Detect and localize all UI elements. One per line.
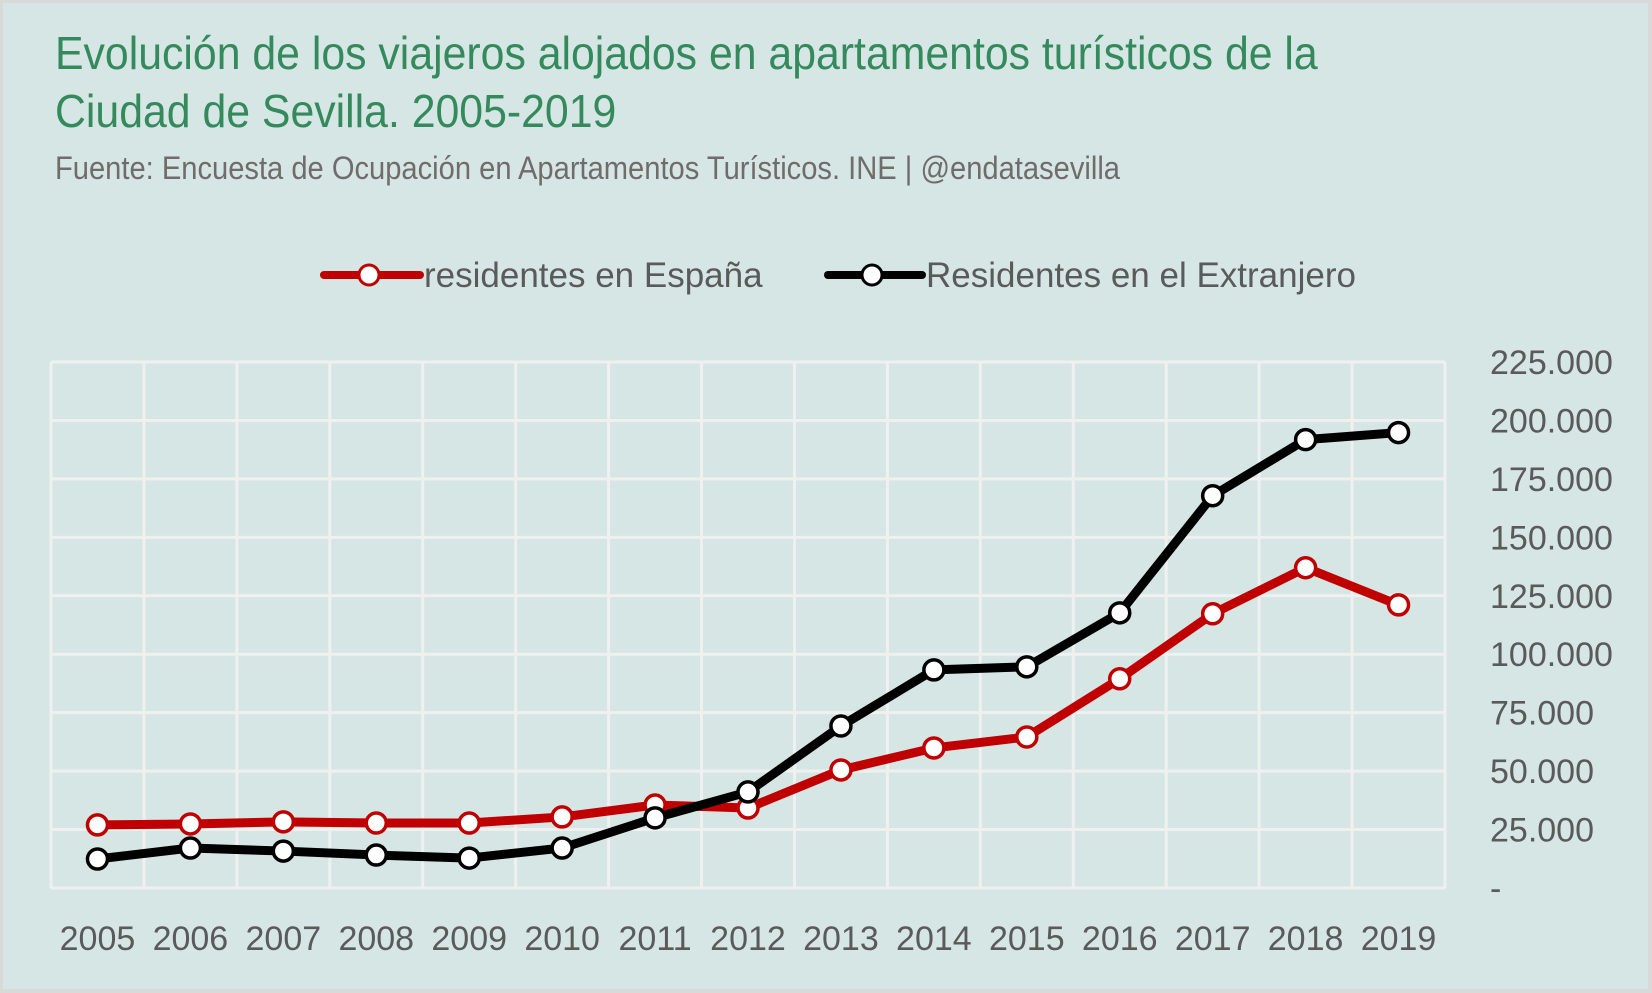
x-tick-label: 2006 — [153, 920, 229, 958]
data-point — [1293, 555, 1318, 580]
y-tick-label: 125.000 — [1490, 578, 1613, 616]
data-point — [922, 736, 946, 760]
legend-label-espana: residentes en España — [424, 256, 763, 295]
y-tick-label: - — [1490, 870, 1501, 908]
x-tick-label: 2008 — [338, 920, 414, 958]
data-point — [271, 839, 296, 863]
data-point — [736, 780, 760, 804]
chart-title: Evolución de los viajeros alojados en ap… — [55, 27, 1318, 137]
data-point — [1200, 602, 1225, 626]
x-tick-label: 2012 — [710, 920, 786, 958]
x-tick-label: 2011 — [619, 920, 692, 958]
x-tick-label: 2013 — [803, 920, 879, 958]
data-point — [1386, 420, 1411, 445]
x-tick-label: 2009 — [431, 920, 507, 958]
data-point — [1293, 427, 1318, 452]
data-point — [829, 714, 853, 738]
data-point — [457, 846, 481, 870]
legend: residentes en España Residentes en el Ex… — [320, 256, 1356, 295]
x-tick-label: 2005 — [60, 920, 136, 958]
x-tick-label: 2014 — [896, 920, 972, 958]
x-tick-label: 2019 — [1361, 920, 1437, 958]
data-point — [178, 836, 203, 860]
x-tick-label: 2015 — [989, 920, 1065, 958]
y-tick-label: 100.000 — [1490, 636, 1613, 674]
chart-subtitle: Fuente: Encuesta de Ocupación en Apartam… — [55, 150, 1120, 186]
data-point — [1386, 593, 1411, 617]
legend-item-extranjero: Residentes en el Extranjero — [824, 256, 1356, 295]
series — [85, 420, 1411, 871]
data-point — [271, 810, 296, 834]
grid — [49, 360, 1447, 890]
legend-swatch-marker — [860, 263, 884, 287]
legend-swatch-marker — [357, 263, 381, 287]
y-axis: - 25.000 50.000 75.000 100.000 125.000 150.000… — [1490, 344, 1613, 908]
series-extranjero — [85, 420, 1411, 871]
data-point — [178, 812, 203, 836]
data-point — [829, 758, 853, 782]
data-point — [1015, 725, 1039, 749]
data-point — [550, 836, 574, 860]
y-tick-label: 50.000 — [1490, 753, 1594, 791]
legend-label-extranjero: Residentes en el Extranjero — [926, 256, 1356, 295]
y-tick-label: 175.000 — [1490, 461, 1613, 499]
data-point — [364, 843, 389, 867]
data-point — [85, 847, 110, 871]
x-tick-label: 2010 — [524, 920, 600, 958]
data-point — [364, 811, 389, 835]
legend-item-espana: residentes en España — [320, 256, 763, 295]
y-tick-label: 25.000 — [1490, 812, 1594, 850]
y-tick-label: 200.000 — [1490, 402, 1613, 440]
y-tick-label: 225.000 — [1490, 344, 1613, 382]
data-point — [922, 658, 946, 682]
x-tick-label: 2018 — [1268, 920, 1344, 958]
data-point — [1107, 667, 1132, 691]
y-tick-label: 75.000 — [1490, 695, 1594, 733]
y-tick-label: 150.000 — [1490, 519, 1613, 557]
data-point — [457, 811, 481, 835]
data-point — [85, 813, 110, 837]
x-tick-label: 2017 — [1175, 920, 1251, 958]
data-point — [643, 806, 667, 830]
data-point — [1015, 655, 1039, 679]
x-tick-label: 2007 — [246, 920, 322, 958]
data-point — [1107, 601, 1132, 625]
x-tick-label: 2016 — [1082, 920, 1158, 958]
data-point — [550, 805, 574, 829]
x-axis: 2005 2006 2007 2008 2009 2010 2011 2012 2013 2014… — [60, 920, 1437, 958]
data-point — [1200, 483, 1225, 508]
